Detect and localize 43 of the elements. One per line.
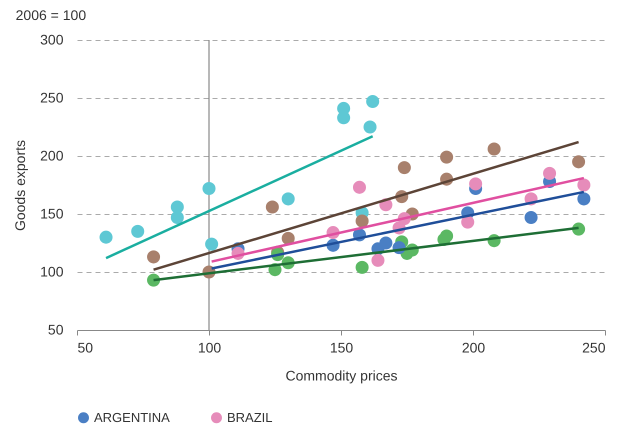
x-tick-label: 50 — [78, 340, 94, 356]
x-axis-title: Commodity prices — [285, 368, 398, 384]
x-tick-label: 200 — [462, 340, 486, 356]
x-tick-label: 150 — [330, 340, 354, 356]
x-tick-label: 250 — [582, 340, 606, 356]
point — [364, 120, 377, 134]
point — [337, 111, 350, 124]
y-tick-label: 50 — [48, 322, 64, 338]
point — [488, 142, 501, 156]
point — [266, 200, 279, 214]
point — [100, 230, 113, 244]
point — [379, 236, 392, 250]
point — [577, 178, 590, 192]
point — [461, 216, 474, 229]
y-tick-label: 150 — [40, 206, 64, 222]
point — [572, 155, 586, 168]
point — [282, 192, 295, 206]
point — [356, 260, 369, 274]
y-tick-label: 300 — [40, 32, 64, 48]
point — [202, 182, 216, 195]
point — [543, 166, 556, 180]
x-tick-label: 100 — [198, 340, 222, 356]
y-tick-label: 200 — [40, 148, 64, 164]
text: 2006 = 100 — [16, 7, 86, 23]
point — [131, 224, 144, 238]
point — [205, 238, 218, 251]
legend-label: BRAZIL — [227, 410, 273, 425]
point — [371, 254, 384, 267]
legend-label: ARGENTINA — [94, 410, 170, 425]
point — [524, 210, 538, 224]
point — [147, 250, 160, 264]
point — [469, 177, 482, 190]
point — [577, 192, 590, 206]
y-tick-label: 250 — [40, 90, 64, 106]
point — [282, 232, 295, 245]
y-tick-label: 100 — [40, 264, 64, 280]
point — [398, 161, 411, 174]
y-axis-title: Goods exports — [12, 140, 28, 232]
point — [352, 180, 366, 194]
point — [366, 94, 380, 108]
point — [356, 214, 369, 228]
point — [170, 210, 184, 224]
point — [440, 150, 454, 164]
